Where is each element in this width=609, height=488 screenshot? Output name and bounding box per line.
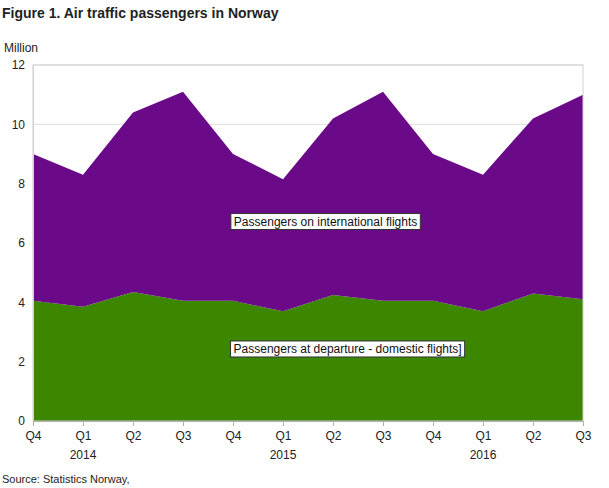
tick-label: 4 [18,296,25,310]
tick-label: Q2 [525,429,541,443]
tick-label: Q2 [125,429,141,443]
tick: Q4 [25,421,41,443]
chart: Figure 1. Air traffic passengers in Norw… [0,0,609,488]
tick: 10 [12,118,33,132]
grid [33,65,583,421]
y-axis: 0 2 4 6 8 10 12 [12,58,34,428]
tick-label: 10 [12,118,26,132]
tick-mark [433,421,434,426]
tick-label: Q1 [475,429,491,443]
tick-label: Q2 [325,429,341,443]
axis-line [33,66,34,422]
tick: Q1 [275,421,291,443]
tick-mark [283,421,284,426]
tick-mark [133,421,134,426]
tick: Q1 [475,421,491,443]
series-labels: Passengers at departure - domestic fligh… [231,214,465,357]
series-label: Passengers on international flights [231,214,420,230]
area [33,92,583,312]
tick: 2 [18,355,33,369]
tick: Q2 [525,421,541,443]
label-box [231,341,465,357]
tick: Q3 [375,421,391,443]
tick-label: Q1 [75,429,91,443]
tick: Q2 [125,421,141,443]
year-label: 2015 [270,448,297,462]
tick-mark [83,421,84,426]
tick: 6 [18,236,33,250]
area [33,292,583,421]
tick-mark [583,421,584,426]
tick: Q2 [325,421,341,443]
tick: Q1 [75,421,91,443]
tick-label: Q3 [375,429,391,443]
tick-mark [333,421,334,426]
tick-label: 0 [18,414,25,428]
plot: 024681012Q4Q1Q2Q3Q4Q1Q2Q3Q4Q1Q2Q32014201… [12,58,592,462]
tick: Q4 [225,421,241,443]
tick: 0 [18,414,33,428]
tick: 4 [18,296,33,310]
tick: Q4 [425,421,441,443]
year-label: 2016 [470,448,497,462]
series-label: Passengers at departure - domestic fligh… [231,341,465,357]
tick: Q3 [175,421,191,443]
tick-mark [533,421,534,426]
tick-label: 6 [18,236,25,250]
tick-label: Q4 [425,429,441,443]
tick-mark [383,421,384,426]
grid-line [33,124,583,125]
tick: 8 [18,177,33,191]
tick: 12 [12,58,33,72]
tick-label: Q1 [275,429,291,443]
tick-label: 2 [18,355,25,369]
tick-mark [483,421,484,426]
source: Source: Statistics Norway, [2,473,130,485]
tick-label: 8 [18,177,25,191]
tick-label: 12 [12,58,26,72]
year-label: 2014 [70,448,97,462]
areas [33,92,583,421]
tick-label: Q4 [225,429,241,443]
label-box [231,214,420,230]
tick: Q3 [575,421,591,443]
tick-label: Q3 [575,429,591,443]
tick-mark [233,421,234,426]
tick-label: Q4 [25,429,41,443]
label-text: Passengers on international flights [234,215,417,229]
plot-frame [33,65,583,421]
label-text: Passengers at departure - domestic fligh… [234,342,462,356]
axis-line [34,422,584,427]
title: Figure 1. Air traffic passengers in Norw… [2,5,279,21]
tick-label: Q3 [175,429,191,443]
x-axis: Q4 Q1 Q2 Q3 Q4 Q1 Q2 Q3 Q4 Q1 Q2 Q3 [25,421,591,443]
year-labels: 2014 2015 2016 [70,448,497,462]
tick-mark [33,421,34,426]
tick-mark [183,421,184,426]
y-axis-label: Million [4,41,38,55]
